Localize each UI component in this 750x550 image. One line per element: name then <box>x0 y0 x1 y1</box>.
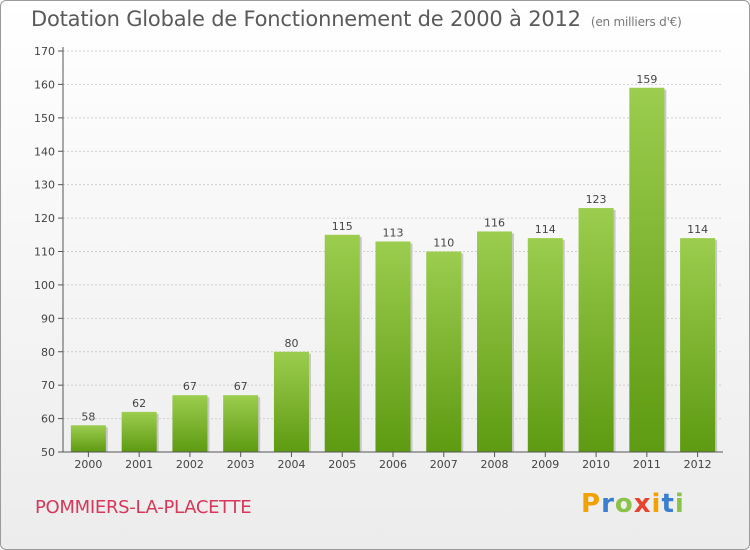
chart-subtitle: (en milliers d'€) <box>590 15 682 29</box>
x-tick-label: 2006 <box>379 458 407 471</box>
data-label: 114 <box>687 223 708 236</box>
bar-2007 <box>426 251 462 452</box>
y-tick-label: 130 <box>34 179 55 192</box>
data-label: 159 <box>636 73 657 86</box>
data-label: 115 <box>332 220 353 233</box>
y-tick-label: 120 <box>34 212 55 225</box>
y-tick-label: 160 <box>34 78 55 91</box>
data-label: 67 <box>183 380 197 393</box>
chart-title: Dotation Globale de Fonctionnement de 20… <box>31 7 682 31</box>
y-tick-label: 60 <box>41 413 55 426</box>
y-tick-label: 170 <box>34 45 55 58</box>
x-tick-label: 2007 <box>430 458 458 471</box>
bars <box>70 87 718 452</box>
y-tick-label: 50 <box>41 446 55 459</box>
x-tick-label: 2000 <box>74 458 102 471</box>
x-tick-label: 2005 <box>328 458 356 471</box>
chart-title-text: Dotation Globale de Fonctionnement de 20… <box>31 7 581 31</box>
bar-2012 <box>680 238 716 452</box>
y-tick-label: 90 <box>41 312 55 325</box>
y-tick-label: 140 <box>34 145 55 158</box>
x-tick-label: 2011 <box>633 458 661 471</box>
data-label: 110 <box>433 237 454 250</box>
bar-2010 <box>578 208 614 452</box>
y-tick-label: 110 <box>34 246 55 259</box>
x-tick-label: 2012 <box>684 458 712 471</box>
data-label: 62 <box>132 397 146 410</box>
data-label: 113 <box>383 226 404 239</box>
data-label: 123 <box>586 193 607 206</box>
x-tick-label: 2008 <box>481 458 509 471</box>
bar-2011 <box>629 87 665 452</box>
y-tick-label: 80 <box>41 346 55 359</box>
axes <box>58 47 723 457</box>
x-tick-label: 2001 <box>125 458 153 471</box>
x-tick-label: 2003 <box>227 458 255 471</box>
x-tick-label: 2004 <box>277 458 305 471</box>
data-label: 80 <box>284 337 298 350</box>
data-label: 58 <box>81 410 95 423</box>
data-label: 114 <box>535 223 556 236</box>
bar-2008 <box>477 231 513 452</box>
bar-2005 <box>324 234 360 452</box>
x-tick-label: 2002 <box>176 458 204 471</box>
bar-2003 <box>223 395 259 452</box>
x-tick-label: 2010 <box>582 458 610 471</box>
labels: 50 60 70 80 90 100 110 120 130 140 150 160 170 58 2000… <box>34 45 712 471</box>
bar-2009 <box>527 238 563 452</box>
y-tick-label: 100 <box>34 279 55 292</box>
bar-2006 <box>375 241 411 452</box>
bar-2001 <box>121 411 157 452</box>
x-tick-label: 2009 <box>531 458 559 471</box>
commune-name: POMMIERS-LA-PLACETTE <box>35 497 252 518</box>
bar-2000 <box>70 425 106 452</box>
bar-2002 <box>172 395 208 452</box>
y-tick-label: 150 <box>34 112 55 125</box>
proxiti-logo: Proxiti <box>581 489 685 519</box>
y-tick-label: 70 <box>41 379 55 392</box>
data-label: 67 <box>234 380 248 393</box>
data-label: 116 <box>484 216 505 229</box>
bar-2004 <box>273 351 309 452</box>
